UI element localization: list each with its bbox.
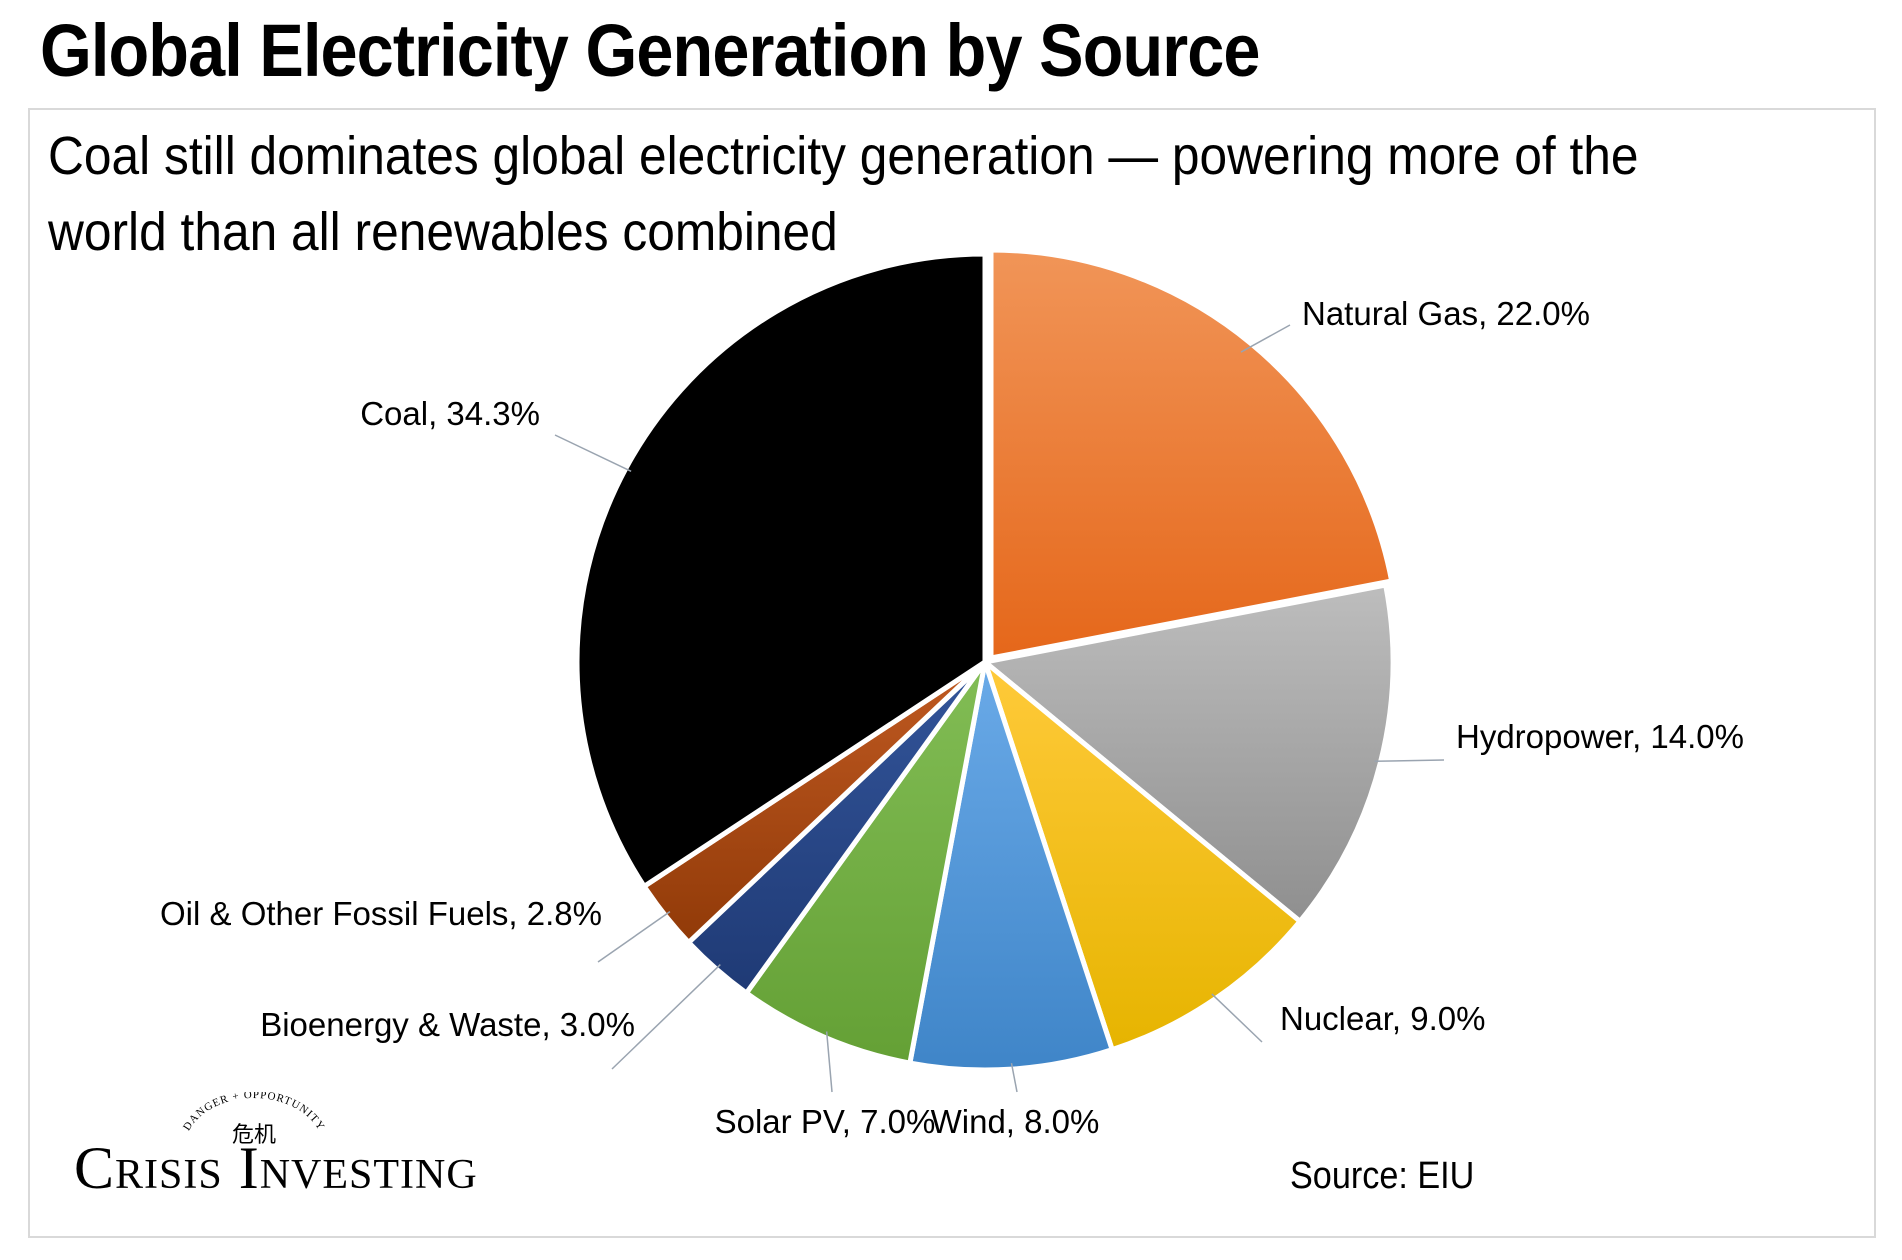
logo-emblem-icon: DANGER + OPPORTUNITY 危机 bbox=[181, 1092, 326, 1148]
leader-line-bioenergy-and-waste bbox=[611, 964, 721, 1070]
slice-label-coal: Coal, 34.3% bbox=[360, 395, 540, 432]
pie-slice-solar-pv bbox=[743, 659, 988, 1066]
logo-wordmark: Crisis Investing bbox=[74, 1135, 478, 1201]
source-note: Source: EIU bbox=[1290, 1155, 1475, 1197]
leader-line-solar-pv bbox=[825, 1031, 833, 1093]
slice-label-wind: Wind, 8.0% bbox=[931, 1103, 1100, 1140]
slice-label-bioenergy-and-waste: Bioenergy & Waste, 3.0% bbox=[260, 1006, 635, 1043]
leader-line-coal bbox=[554, 434, 632, 472]
slice-label-natural-gas: Natural Gas, 22.0% bbox=[1302, 295, 1590, 332]
leader-line-wind bbox=[1010, 1062, 1018, 1093]
pie-slice-nuclear bbox=[982, 659, 1303, 1053]
slice-label-nuclear: Nuclear, 9.0% bbox=[1280, 1000, 1485, 1037]
logo-glyphs: 危机 bbox=[232, 1123, 276, 1148]
slice-label-oil-and-other-fossil-fuels: Oil & Other Fossil Fuels, 2.8% bbox=[160, 895, 602, 932]
chart-subtitle: Coal still dominates global electricity … bbox=[48, 126, 1639, 262]
slice-label-solar-pv: Solar PV, 7.0% bbox=[715, 1103, 936, 1140]
leader-line-nuclear bbox=[1211, 993, 1263, 1043]
chart-frame bbox=[28, 108, 1876, 1238]
pie-slice-hydropower bbox=[982, 582, 1396, 924]
leader-line-oil-and-other-fossil-fuels bbox=[597, 911, 671, 963]
page-title: Global Electricity Generation by Source bbox=[40, 9, 1260, 92]
crisis-investing-logo: DANGER + OPPORTUNITY 危机 Crisis Investing bbox=[74, 1092, 594, 1202]
leader-line-natural-gas bbox=[1240, 324, 1291, 353]
leader-line-hydropower bbox=[1374, 759, 1445, 763]
pie-slice-natural-gas bbox=[988, 247, 1395, 661]
slice-label-hydropower: Hydropower, 14.0% bbox=[1456, 718, 1744, 755]
